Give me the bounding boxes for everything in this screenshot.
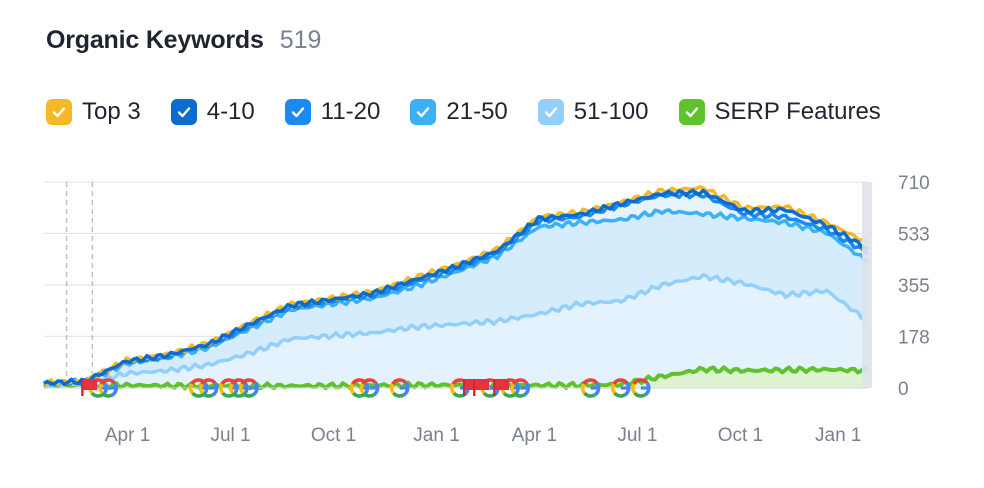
y-tick-label: 355	[898, 276, 930, 297]
legend-item-4-10[interactable]: 4-10	[170, 98, 255, 126]
legend-item-top-3[interactable]: Top 3	[46, 98, 141, 126]
legend-item-21-50[interactable]: 21-50	[410, 98, 508, 126]
series-line-21-50	[42, 208, 869, 387]
area-fill-51-100	[44, 274, 868, 388]
legend-item-51-100[interactable]: 51-100	[537, 98, 649, 126]
checkbox-icon[interactable]	[537, 99, 564, 125]
google-icon[interactable]	[239, 378, 259, 398]
checkbox-icon[interactable]	[170, 99, 197, 125]
flag-icon[interactable]	[493, 379, 510, 396]
x-tick-label: Jan 1	[815, 425, 861, 446]
flag-icon[interactable]	[81, 379, 98, 396]
google-icon[interactable]	[580, 378, 601, 398]
title-row: Organic Keywords 519	[46, 26, 321, 55]
checkbox-icon[interactable]	[46, 99, 72, 125]
legend-label: 11-20	[320, 98, 381, 125]
current-period-band	[862, 182, 872, 388]
keyword-count: 519	[279, 26, 322, 54]
series-line-4-10	[43, 188, 869, 387]
widget-title: Organic Keywords	[46, 26, 264, 54]
area-fill-serp	[44, 367, 868, 389]
legend-item-serp-features[interactable]: SERP Features	[678, 98, 881, 126]
legend-label: 51-100	[573, 98, 649, 125]
series-line-serp-features	[43, 365, 870, 391]
organic-keywords-chart: 710 533 355 178 0 Apr 1 Jul 1 Oct 1 Jan 1 Apr 1 Ju…	[42, 173, 930, 446]
y-tick-label: 710	[898, 173, 930, 194]
flag-icon[interactable]	[473, 379, 490, 396]
legend-label: 4-10	[206, 98, 255, 125]
x-tick-label: Apr 1	[105, 425, 150, 446]
x-tick-label: Oct 1	[718, 425, 763, 446]
google-icon[interactable]	[359, 378, 380, 398]
google-icon[interactable]	[198, 378, 219, 398]
google-icon[interactable]	[510, 378, 530, 398]
google-icon[interactable]	[98, 378, 118, 398]
y-tick-label: 0	[898, 379, 909, 400]
legend-label: SERP Features	[714, 98, 881, 125]
checkbox-icon[interactable]	[410, 99, 437, 125]
google-icon[interactable]	[389, 378, 410, 398]
y-tick-label: 178	[898, 327, 930, 348]
x-tick-label: Jan 1	[413, 425, 459, 446]
legend-item-11-20[interactable]: 11-20	[284, 98, 381, 126]
x-tick-label: Jul 1	[617, 425, 657, 446]
legend-label: Top 3	[82, 98, 141, 125]
x-tick-label: Jul 1	[210, 425, 250, 446]
google-icon[interactable]	[631, 378, 651, 398]
checkbox-icon[interactable]	[678, 99, 705, 125]
legend-label: 21-50	[446, 98, 508, 125]
chart-legend: Top 3 4-10 11-20 21-50 51-100 SERP Features	[46, 98, 911, 126]
checkbox-icon[interactable]	[284, 99, 311, 125]
x-tick-label: Apr 1	[512, 425, 557, 446]
x-tick-label: Oct 1	[311, 425, 356, 446]
y-tick-label: 533	[898, 224, 930, 245]
series-line-51-100	[42, 272, 869, 389]
google-icon[interactable]	[610, 378, 631, 398]
